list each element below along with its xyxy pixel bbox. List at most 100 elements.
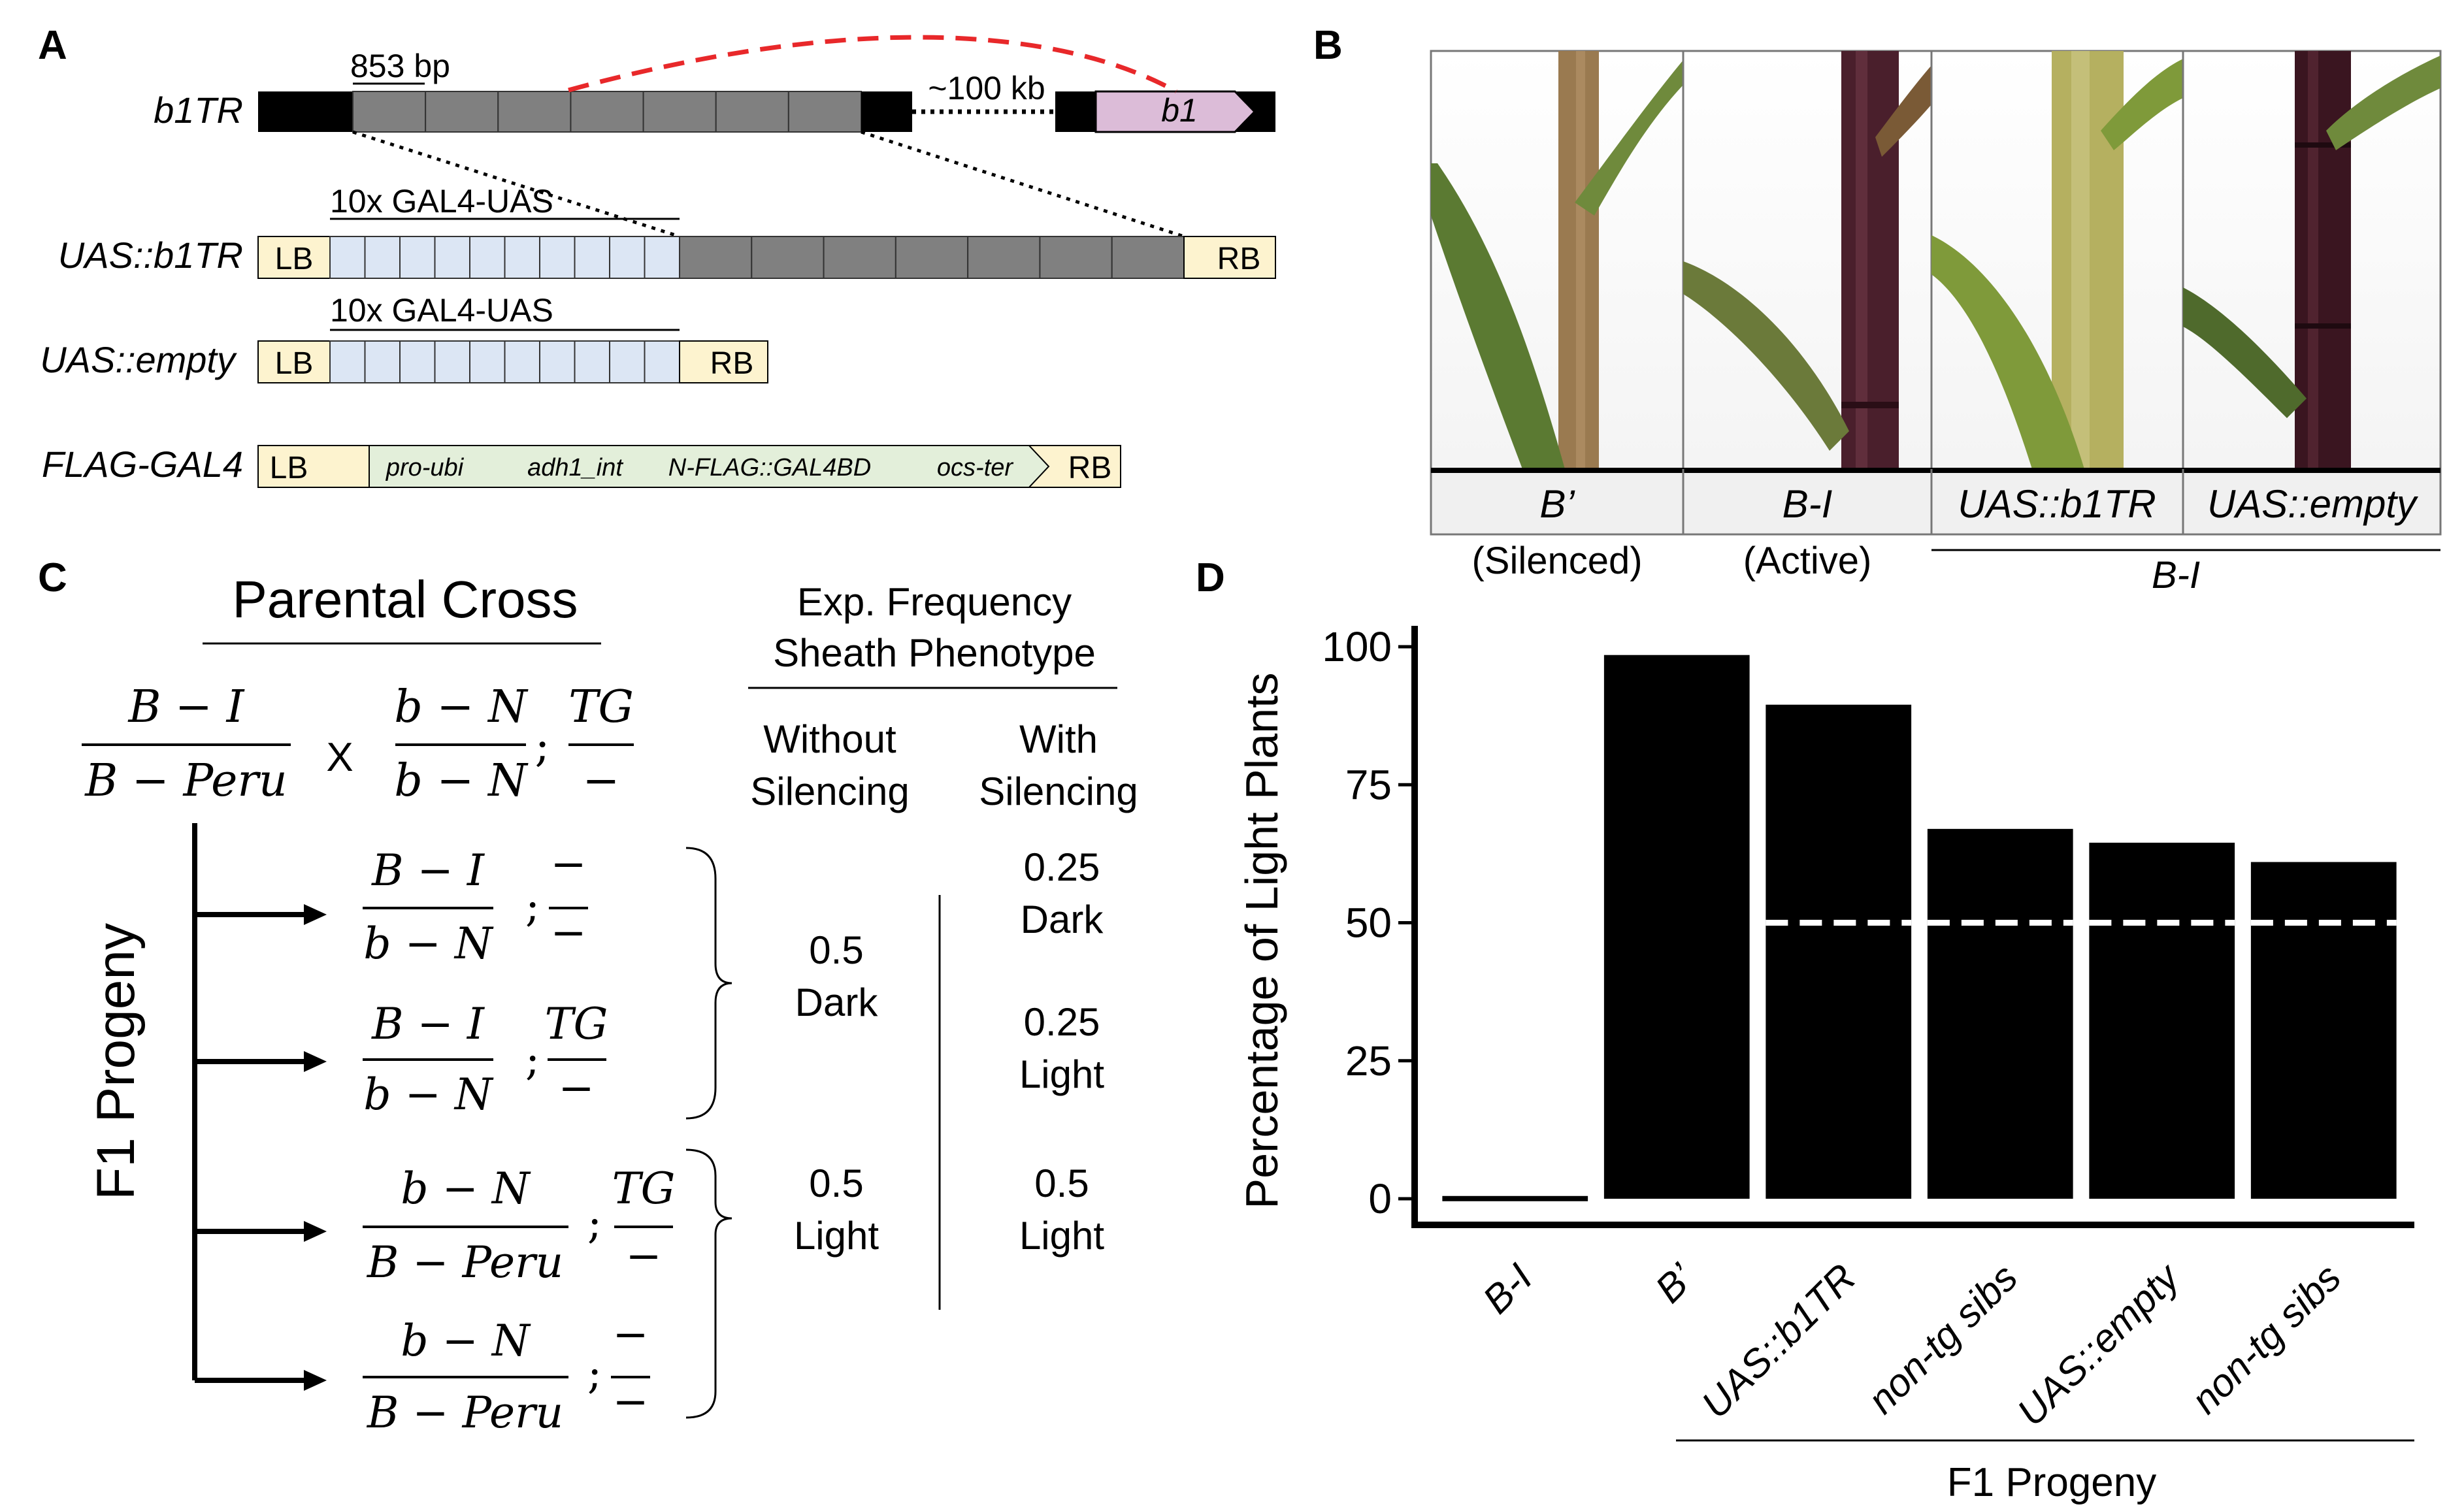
with-light-label-2: Light	[1019, 1214, 1104, 1258]
panel-b: B	[1313, 23, 2442, 596]
uas-block	[434, 236, 470, 279]
svg-text:;: ;	[525, 881, 540, 932]
f1-genotype-2: B − I b − N ; TG −	[363, 999, 608, 1120]
without-light-value: 0.5	[809, 1162, 863, 1205]
b1tr-flank-right	[861, 91, 912, 132]
f1-genotype-1: B − I b − N ; − −	[363, 839, 588, 969]
group-label-b-i: B-I	[2152, 554, 2200, 596]
photo-b-prime	[1430, 50, 1684, 470]
panel-d: D Percentage of Light Plants 0255075100 …	[1196, 555, 2414, 1505]
col-with-1: With	[1019, 717, 1098, 761]
stalk-uas-empty	[2295, 51, 2351, 469]
repeat-block	[679, 236, 753, 279]
b1-downstream-block	[1235, 91, 1275, 132]
photo-uas-b1tr	[1930, 50, 2184, 470]
bar	[1927, 828, 2073, 1199]
x-tick-label: non-tg sibs	[1860, 1256, 2026, 1422]
f1-genotype-4: b − N B − Peru ; − −	[363, 1309, 650, 1438]
uas-block	[364, 340, 401, 383]
repeat-block	[352, 91, 427, 133]
svg-text:B − Peru: B − Peru	[367, 1237, 563, 1288]
uas-block	[609, 236, 646, 279]
rb-border-1	[1183, 236, 1276, 279]
uas-blocks-1	[329, 236, 680, 279]
photo-b-i	[1682, 50, 1933, 470]
y-tick-label: 100	[1322, 623, 1392, 670]
freq-header-1: Exp. Frequency	[797, 580, 1072, 624]
sub-silenced: (Silenced)	[1471, 540, 1642, 582]
x-tick-label: non-tg sibs	[2183, 1256, 2350, 1422]
uas-block	[539, 340, 576, 383]
parent-male-genotype: b − N b − N ; TG −	[394, 681, 634, 807]
uas-block	[504, 236, 540, 279]
silencing-arc	[568, 35, 1177, 94]
svg-text:B − Peru: B − Peru	[84, 755, 287, 807]
bar	[1442, 1195, 1588, 1201]
svg-text:TG: TG	[612, 1163, 676, 1214]
sub-active: (Active)	[1743, 540, 1872, 582]
svg-text:b − N: b − N	[394, 681, 529, 733]
uas-empty-label: UAS::empty	[40, 339, 237, 380]
adh1-int-label: adh1_int	[527, 454, 623, 481]
svg-text:;: ;	[587, 1348, 602, 1399]
svg-text:B − I: B − I	[371, 845, 485, 896]
tree-arrow-2	[195, 1051, 327, 1072]
col-without-2: Silencing	[750, 770, 910, 813]
with-dark-value: 0.25	[1024, 845, 1100, 889]
col-with-2: Silencing	[979, 770, 1138, 813]
svg-text:b − N: b − N	[363, 918, 494, 969]
caption-uas-b1tr: UAS::b1TR	[1958, 482, 2156, 526]
rb-label-3: RB	[1068, 451, 1112, 485]
uas-block	[504, 340, 540, 383]
uas-block	[469, 340, 506, 383]
repeat-block	[823, 236, 896, 279]
brace-dark	[685, 847, 732, 1120]
x-tick-label: UAS::b1TR	[1693, 1256, 1864, 1427]
svg-text:;: ;	[535, 721, 550, 772]
svg-text:b − N: b − N	[401, 1163, 531, 1214]
svg-text:−: −	[583, 755, 620, 807]
leaf-uas-empty	[2183, 287, 2307, 418]
gal4-uas-label-2: 10x GAL4-UAS	[330, 292, 553, 329]
leaf-b-i	[1683, 261, 1849, 451]
repeat-block	[1111, 236, 1185, 279]
with-light-label-1: Light	[1019, 1052, 1104, 1096]
svg-text:;: ;	[587, 1198, 602, 1248]
col-without-1: Without	[763, 717, 896, 761]
zoom-line-right	[861, 130, 1185, 238]
rb-border-2	[679, 340, 768, 383]
uas-blocks-2	[329, 340, 680, 383]
repeat-size-label: 853 bp	[350, 48, 450, 84]
b1tr-label: b1TR	[154, 89, 243, 131]
repeat-block	[895, 236, 969, 279]
lb-border-1	[257, 236, 331, 279]
parent-female-genotype: B − I B − Peru	[82, 681, 291, 807]
flag-gal4-label: FLAG-GAL4	[42, 444, 243, 485]
svg-text:TG: TG	[545, 999, 608, 1049]
uas-block	[574, 236, 610, 279]
leaf-uas-b1tr	[1931, 235, 2084, 469]
freq-header-2: Sheath Phenotype	[773, 631, 1096, 675]
y-tick-label: 50	[1345, 900, 1392, 947]
ocs-ter-label: ocs-ter	[937, 454, 1013, 481]
uas-block	[609, 340, 646, 383]
repeat-block	[425, 91, 499, 133]
b1-gene-label: b1	[1161, 92, 1198, 129]
lb-label-3: LB	[270, 451, 308, 485]
lb-label-2: LB	[275, 346, 314, 381]
uas-block	[469, 236, 506, 279]
svg-text:B − I: B − I	[371, 999, 485, 1049]
svg-text:b − N: b − N	[401, 1316, 531, 1366]
repeat-block	[642, 91, 717, 133]
uas-b1tr-label: UAS::b1TR	[58, 235, 243, 276]
svg-text:b − N: b − N	[363, 1069, 494, 1120]
uas-block	[329, 236, 366, 279]
svg-text:;: ;	[525, 1035, 540, 1085]
panel-b-label: B	[1313, 23, 1343, 68]
caption-uas-empty: UAS::empty	[2207, 482, 2419, 526]
photo-uas-empty	[2182, 50, 2442, 470]
y-tick-label: 25	[1345, 1037, 1392, 1084]
uas-block	[399, 236, 436, 279]
pro-ubi-label: pro-ubi	[386, 454, 465, 481]
